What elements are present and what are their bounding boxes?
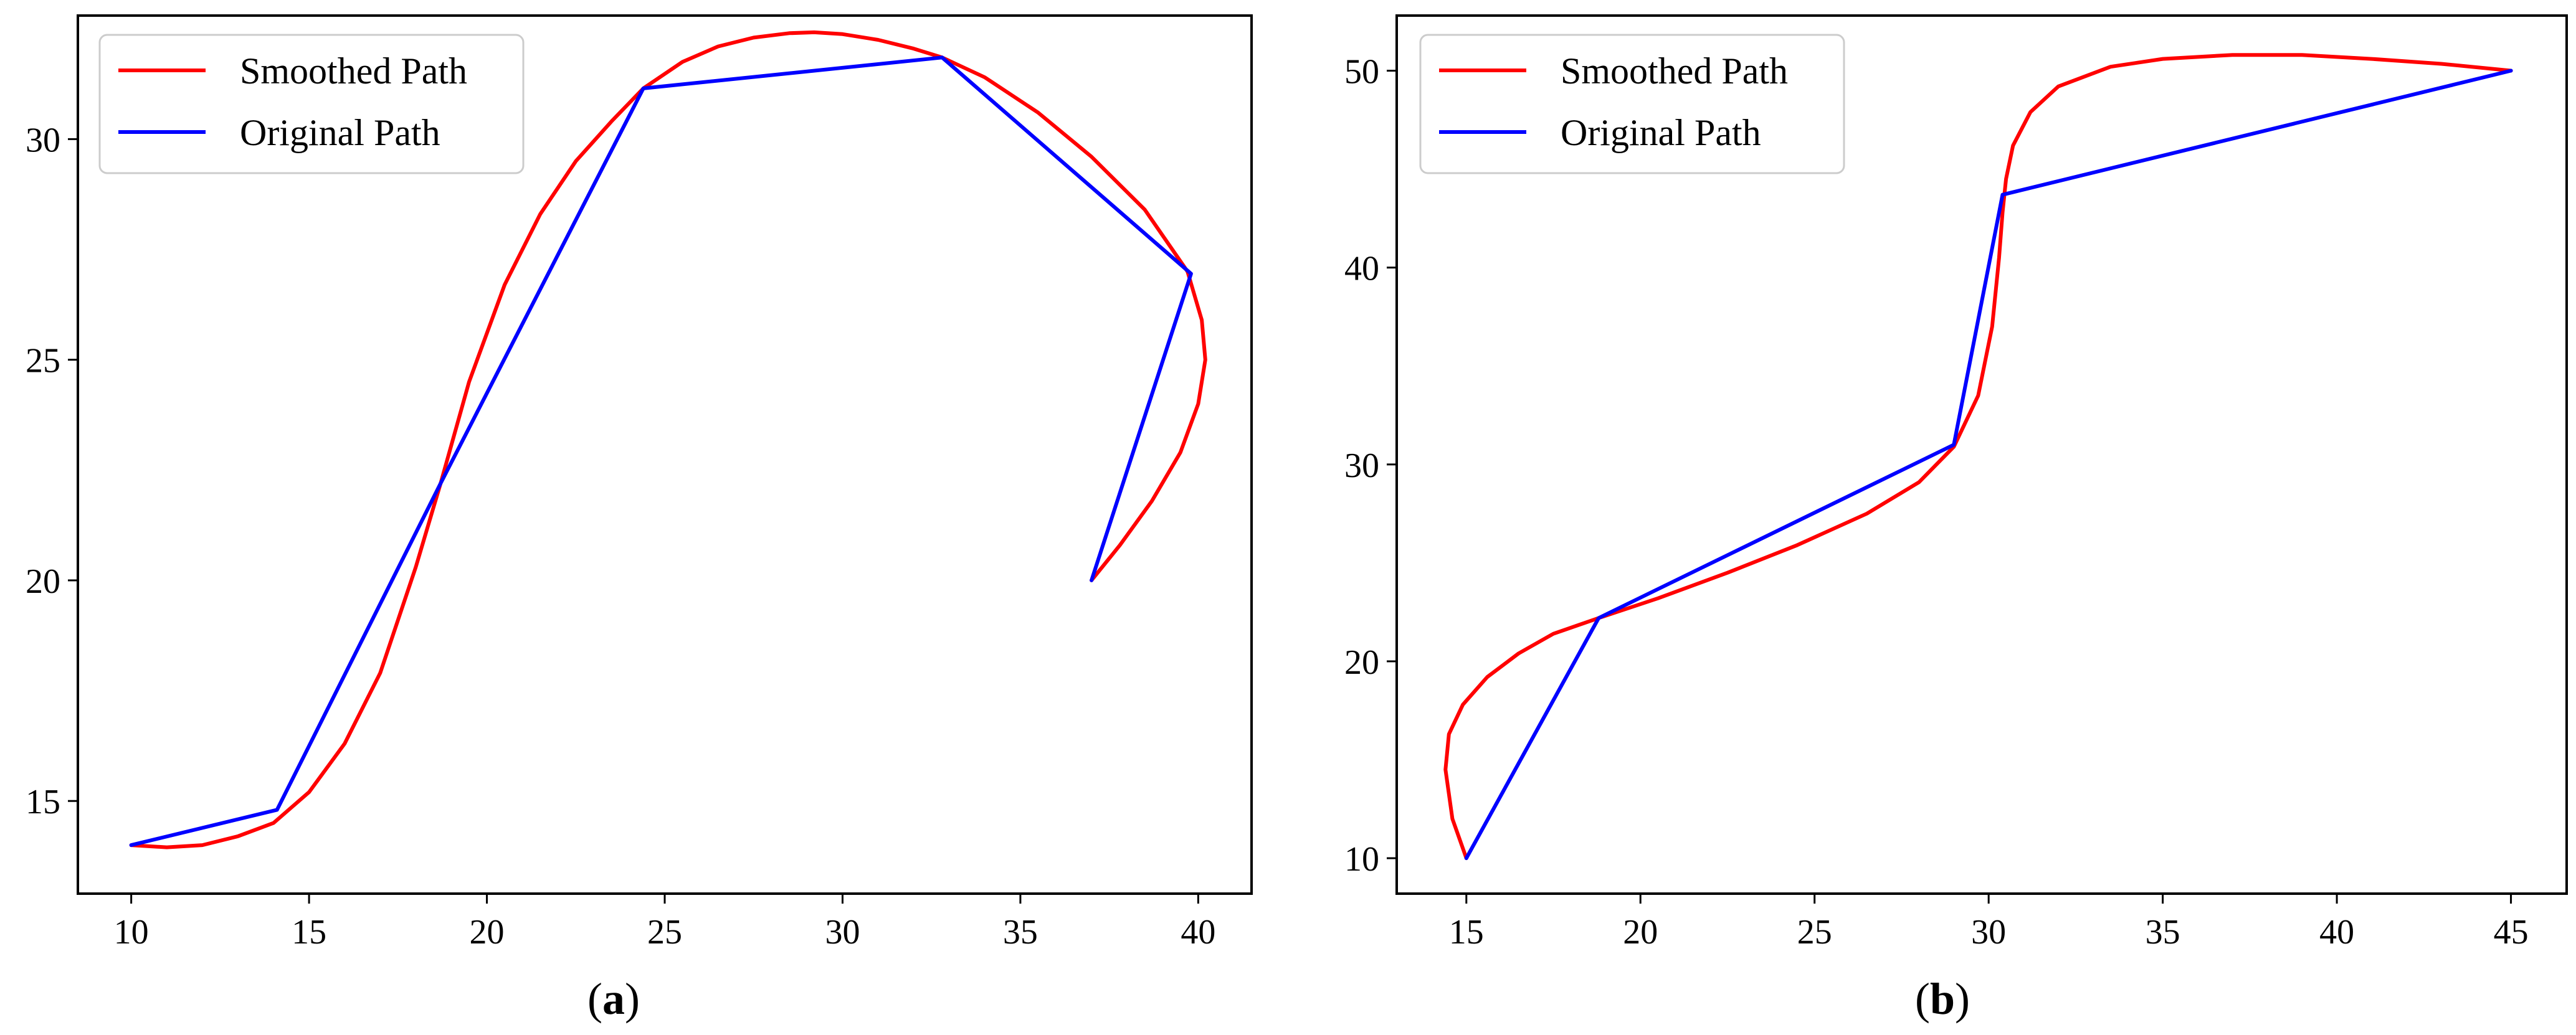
legend-label-original-b: Original Path xyxy=(1561,112,1761,153)
x-axis-a: 10 15 20 25 30 35 40 xyxy=(114,894,1215,952)
series-line-smoothed-path-a xyxy=(129,30,1207,849)
x-tick-label-b-2: 25 xyxy=(1797,913,1832,952)
x-tick-label-b-0: 15 xyxy=(1449,913,1484,952)
caption-a: (a) xyxy=(587,974,640,1024)
y-tick-label-b-4: 50 xyxy=(1344,53,1379,92)
x-tick-label-b-4: 35 xyxy=(2146,913,2180,952)
series-line-smoothed-path-b xyxy=(1443,53,2513,861)
panel-b: 15 20 25 30 35 40 45 10 20 30 40 50 Smoothed Path … xyxy=(1344,14,2568,1024)
caption-letter-b: b xyxy=(1930,974,1955,1024)
y-tick-label-a-3: 30 xyxy=(26,121,60,159)
x-tick-label-a-2: 20 xyxy=(470,913,505,952)
y-axis-a: 15 20 25 30 xyxy=(26,121,78,821)
x-tick-label-a-6: 40 xyxy=(1181,913,1215,952)
x-tick-label-b-3: 30 xyxy=(1971,913,2006,952)
x-tick-label-a-0: 10 xyxy=(114,913,149,952)
x-tick-label-b-6: 45 xyxy=(2494,913,2529,952)
y-tick-label-b-3: 40 xyxy=(1344,250,1379,288)
x-tick-label-a-5: 35 xyxy=(1003,913,1038,952)
y-tick-label-b-1: 20 xyxy=(1344,643,1379,682)
x-axis-b: 15 20 25 30 35 40 45 xyxy=(1449,894,2529,952)
plot-frame-b xyxy=(1395,14,2568,895)
x-tick-label-a-3: 25 xyxy=(647,913,682,952)
legend-b: Smoothed Path Original Path xyxy=(1419,34,1845,174)
x-tick-label-b-5: 40 xyxy=(2319,913,2354,952)
x-tick-label-a-4: 30 xyxy=(825,913,860,952)
y-tick-label-b-2: 30 xyxy=(1344,447,1379,485)
legend-label-original-a: Original Path xyxy=(240,112,440,153)
y-axis-b: 10 20 30 40 50 xyxy=(1344,53,1397,879)
panel-a: 10 15 20 25 30 35 40 15 20 25 30 Smoothed Path Or… xyxy=(26,14,1253,1024)
series-line-original-path-b xyxy=(1464,69,2513,861)
series-line-original-path-a xyxy=(129,55,1193,848)
x-tick-label-b-1: 20 xyxy=(1623,913,1658,952)
x-tick-label-a-1: 15 xyxy=(292,913,326,952)
legend-label-smoothed-a: Smoothed Path xyxy=(240,50,467,92)
y-tick-label-a-2: 25 xyxy=(26,342,60,380)
y-tick-label-a-0: 15 xyxy=(26,783,60,821)
caption-letter-a: a xyxy=(602,974,625,1024)
series-group-a xyxy=(129,30,1207,849)
legend-a: Smoothed Path Original Path xyxy=(98,34,525,174)
caption-b: (b) xyxy=(1915,974,1970,1024)
y-tick-label-a-1: 20 xyxy=(26,562,60,601)
y-tick-label-b-0: 10 xyxy=(1344,840,1379,879)
legend-label-smoothed-b: Smoothed Path xyxy=(1561,50,1788,92)
series-group-b xyxy=(1443,53,2513,861)
